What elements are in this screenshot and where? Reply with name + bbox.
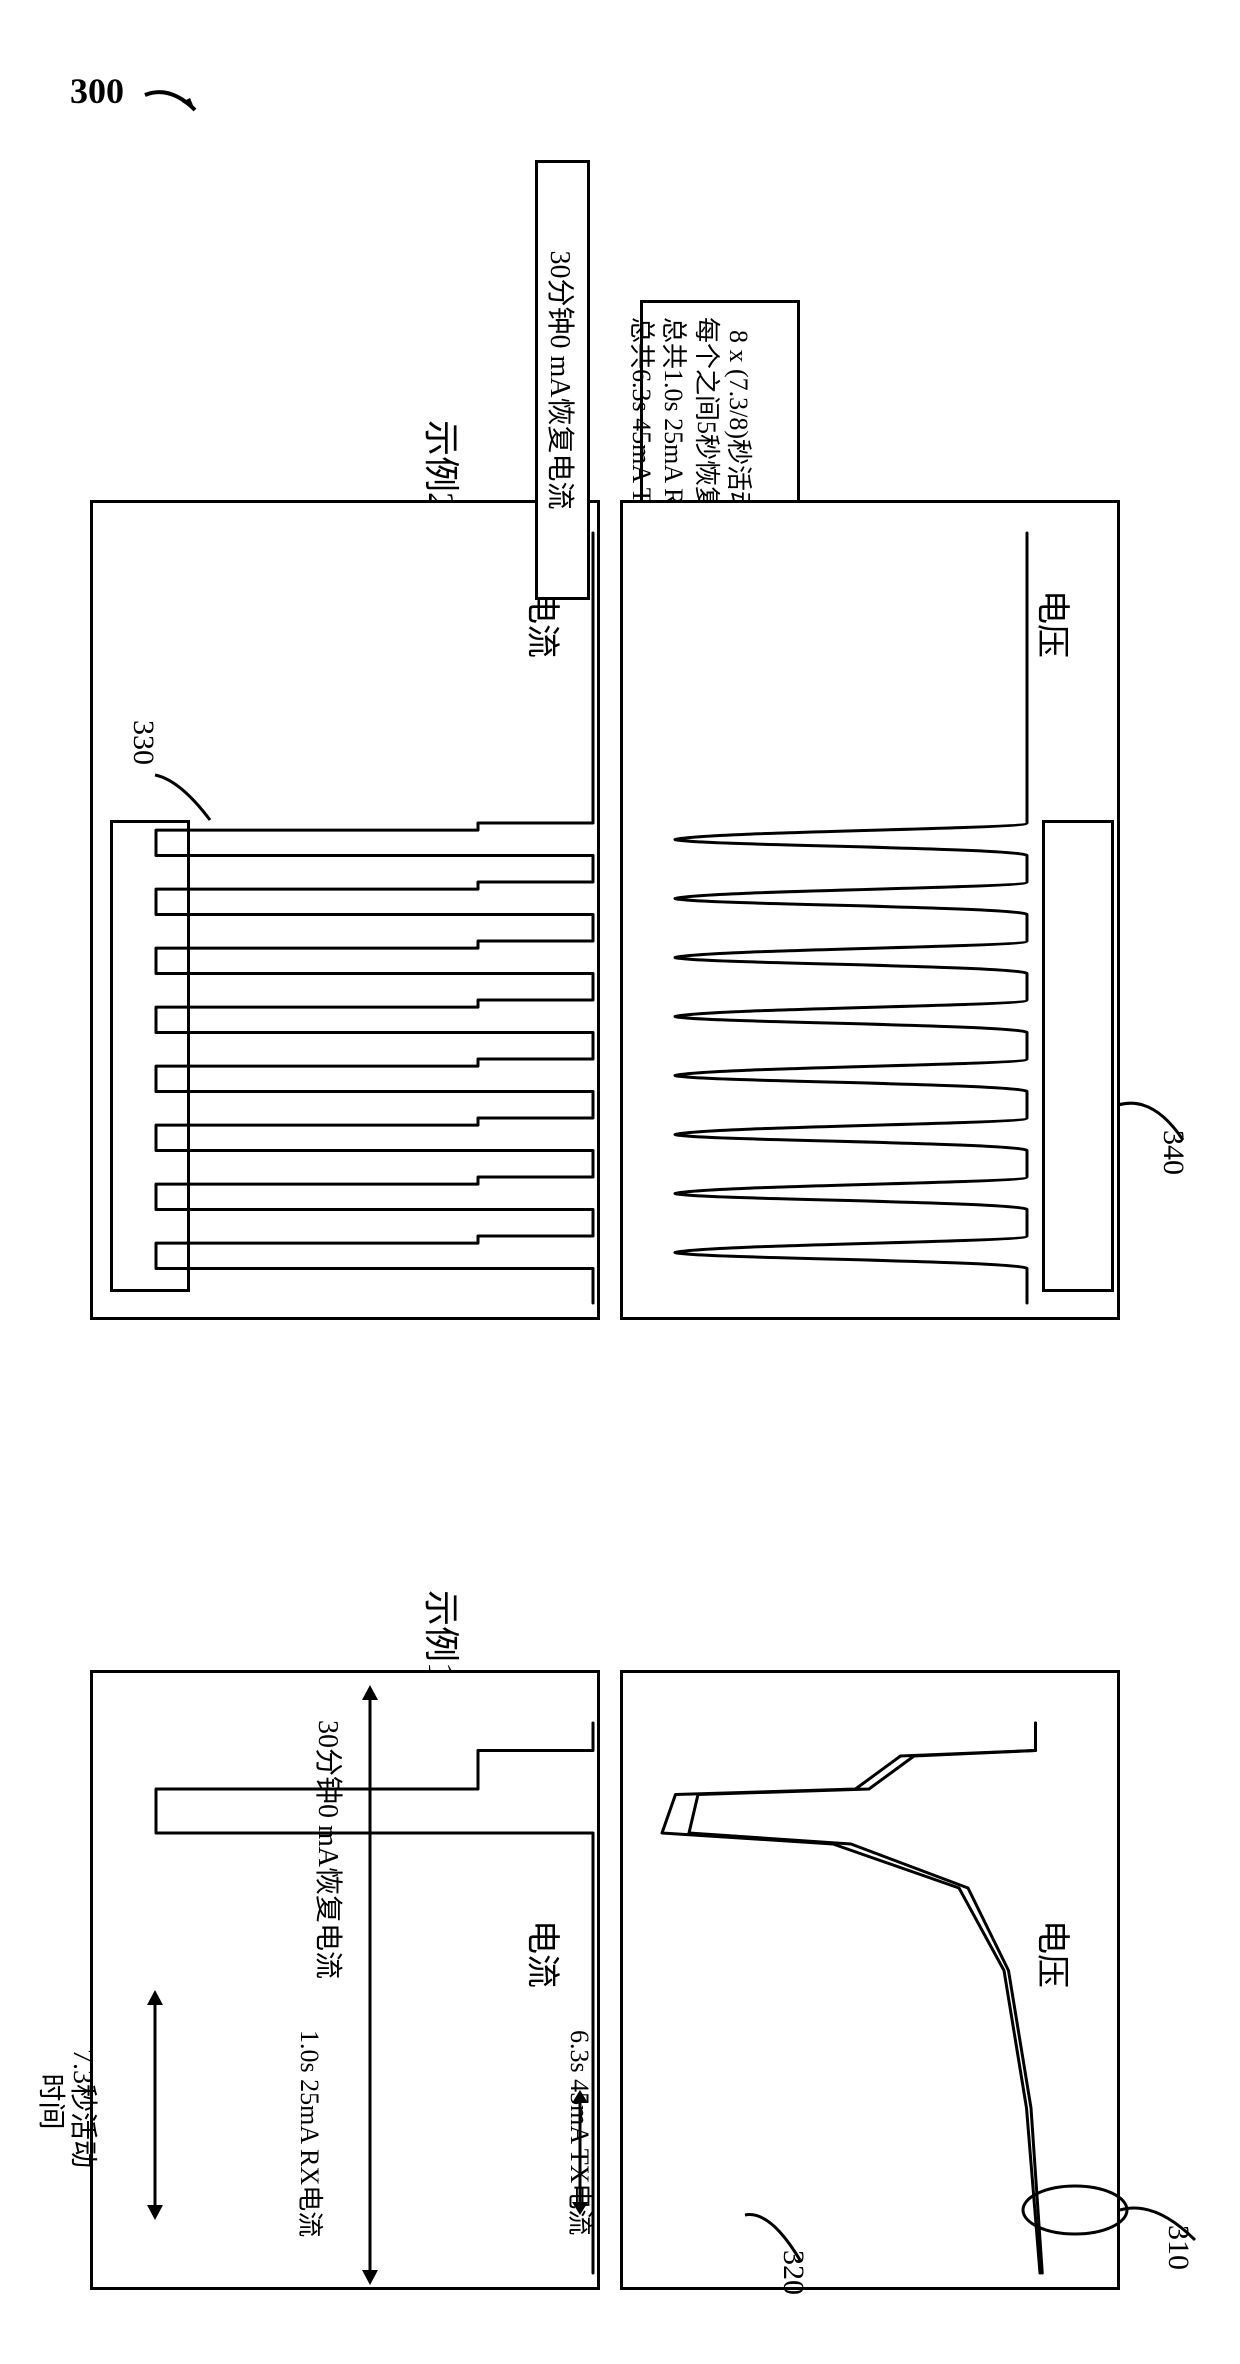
example1-voltage-label: 电压	[1031, 1920, 1080, 1988]
example2-voltage-label: 电压	[1031, 590, 1080, 658]
ref-310: 310	[1161, 2225, 1195, 2270]
ref-320-text: 320	[777, 2250, 810, 2295]
example1-current-label: 电流	[521, 1920, 570, 1988]
example1-current-label-text: 电流	[523, 1920, 560, 1988]
figure-number-text: 300	[70, 71, 124, 111]
dimension-arrow-icon	[565, 2085, 595, 2220]
ref-310-text: 310	[1162, 2225, 1195, 2270]
example2-voltage-label-text: 电压	[1033, 590, 1070, 658]
figure-arrow-icon	[140, 80, 220, 140]
example2-current-label-text: 电流	[523, 590, 560, 658]
example2-current-label: 电流	[521, 590, 570, 658]
ref-330: 330	[126, 720, 160, 765]
example1-recovery-label: 30分钟0 mA恢复电流	[310, 1720, 350, 1979]
example1-active-time-text: 7.3秒活动 时间	[35, 2049, 98, 2168]
burst-bracket	[110, 820, 190, 1292]
example1-active-time-label: 7.3秒活动 时间	[33, 2035, 130, 2168]
example1-rx-text: 1.0s 25mA RX电流	[295, 2030, 324, 2237]
ref-340-text: 340	[1157, 1130, 1190, 1175]
figure-number: 300	[70, 70, 124, 112]
example2-recovery-text: 30分钟0 mA恢复电流	[543, 250, 583, 509]
dimension-arrow-icon	[355, 1680, 385, 2290]
ref-330-text: 330	[127, 720, 160, 765]
example1-voltage-label-text: 电压	[1033, 1920, 1070, 1988]
dimension-arrow-icon	[140, 1985, 170, 2225]
ref-320: 320	[776, 2250, 810, 2295]
example1-recovery-text: 30分钟0 mA恢复电流	[312, 1720, 343, 1979]
example1-rx-label: 1.0s 25mA RX电流	[293, 2030, 330, 2237]
ref-340: 340	[1156, 1130, 1190, 1175]
voltage-burst-bracket	[1042, 820, 1114, 1292]
example2-recovery-box: 30分钟0 mA恢复电流	[535, 160, 590, 600]
